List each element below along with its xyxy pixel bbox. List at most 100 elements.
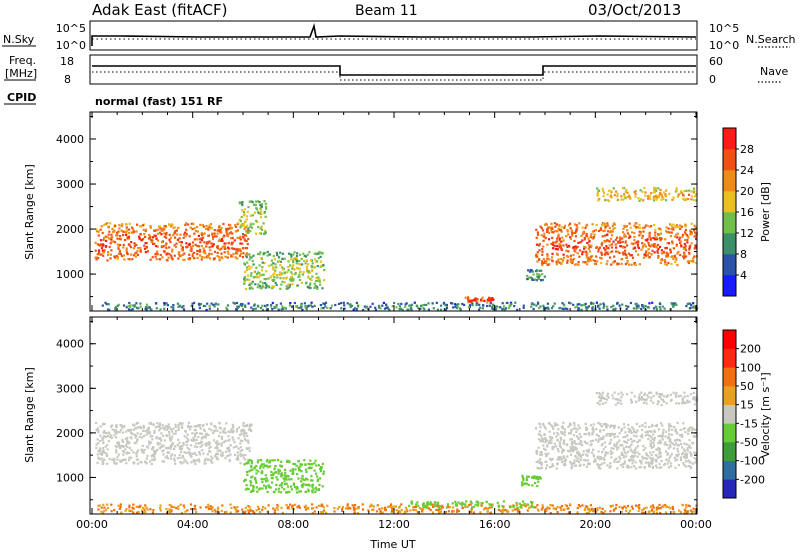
heatmap-cell — [144, 235, 147, 239]
heatmap-cell — [682, 422, 685, 425]
heatmap-cell — [135, 230, 138, 233]
heatmap-cell — [541, 229, 545, 232]
heatmap-cell — [611, 432, 614, 435]
heatmap-cell — [224, 431, 227, 434]
heatmap-cell — [114, 431, 117, 434]
heatmap-cell — [295, 259, 298, 262]
heatmap-cell — [132, 503, 135, 506]
heatmap-cell — [352, 308, 355, 311]
heatmap-cell — [171, 453, 174, 456]
heatmap-cell — [272, 472, 275, 475]
heatmap-cell — [613, 260, 616, 263]
heatmap-cell — [115, 451, 118, 454]
heatmap-cell — [592, 235, 596, 239]
heatmap-cell — [163, 307, 166, 310]
heatmap-cell — [283, 480, 286, 483]
colorbar-segment — [723, 404, 736, 424]
heatmap-cell — [658, 395, 662, 398]
y-tick-label: 2000 — [56, 427, 84, 440]
heatmap-cell — [189, 428, 192, 431]
heatmap-cell — [241, 201, 244, 204]
heatmap-cell — [668, 438, 671, 441]
heatmap-cell — [155, 245, 158, 248]
heatmap-cell — [152, 242, 155, 245]
heatmap-cell — [459, 502, 462, 505]
heatmap-cell — [571, 445, 574, 448]
heatmap-cell — [274, 263, 277, 266]
heatmap-cell — [255, 200, 258, 203]
heatmap-cell — [560, 508, 563, 511]
heatmap-cell — [549, 457, 552, 460]
heatmap-cell — [296, 284, 299, 287]
heatmap-cell — [98, 457, 101, 460]
heatmap-cell — [539, 458, 542, 461]
heatmap-cell — [609, 251, 612, 254]
heatmap-cell — [216, 458, 219, 461]
heatmap-cell — [653, 243, 656, 246]
heatmap-cell — [160, 439, 163, 442]
heatmap-cell — [246, 210, 249, 213]
heatmap-cell — [202, 247, 205, 250]
heatmap-cell — [609, 425, 612, 429]
heatmap-cell — [225, 306, 228, 309]
heatmap-cell — [642, 256, 645, 259]
heatmap-cell — [589, 234, 593, 237]
heatmap-cell — [290, 258, 293, 261]
heatmap-cell — [192, 222, 195, 225]
heatmap-cell — [107, 303, 110, 306]
heatmap-cell — [644, 194, 647, 197]
heatmap-cell — [540, 269, 543, 272]
heatmap-cell — [585, 433, 588, 436]
heatmap-cell — [404, 510, 407, 513]
heatmap-cell — [148, 443, 151, 446]
heatmap-cell — [200, 245, 203, 248]
heatmap-cell — [133, 305, 136, 308]
heatmap-cell — [160, 233, 163, 236]
heatmap-cell — [573, 421, 576, 425]
heatmap-cell — [586, 257, 589, 260]
heatmap-cell — [547, 441, 550, 444]
heatmap-cell — [464, 296, 467, 299]
heatmap-cell — [184, 429, 187, 433]
heatmap-cell — [104, 235, 107, 238]
heatmap-cell — [191, 244, 194, 247]
heatmap-cell — [187, 426, 190, 429]
heatmap-cell — [644, 305, 647, 308]
heatmap-cell — [214, 510, 217, 513]
heatmap-cell — [211, 506, 214, 509]
heatmap-cell — [633, 395, 636, 398]
heatmap-cell — [146, 306, 150, 310]
heatmap-cell — [589, 504, 593, 507]
heatmap-cell — [657, 187, 660, 190]
heatmap-cell — [130, 509, 133, 512]
heatmap-cell — [123, 238, 127, 242]
heatmap-cell — [648, 425, 651, 429]
heatmap-cell — [527, 475, 530, 478]
heatmap-cell — [646, 238, 649, 241]
heatmap-cell — [208, 427, 211, 430]
heatmap-cell — [254, 283, 257, 286]
heatmap-cell — [622, 231, 625, 234]
heatmap-cell — [306, 268, 309, 271]
heatmap-cell — [199, 250, 202, 253]
heatmap-cell — [623, 426, 626, 429]
heatmap-cell — [238, 237, 241, 240]
heatmap-cell — [248, 200, 251, 203]
heatmap-cell — [165, 302, 168, 305]
heatmap-cell — [96, 253, 99, 256]
heatmap-cell — [260, 210, 263, 213]
colorbar-tick-label: 4 — [740, 269, 747, 282]
heatmap-cell — [245, 254, 248, 257]
heatmap-cell — [573, 247, 576, 250]
heatmap-cell — [638, 234, 641, 237]
heatmap-cell — [615, 246, 618, 249]
heatmap-cell — [310, 466, 313, 469]
heatmap-cell — [250, 424, 253, 427]
heatmap-cell — [600, 253, 604, 256]
heatmap-cell — [658, 233, 661, 236]
heatmap-cell — [265, 205, 268, 208]
heatmap-cell — [263, 464, 266, 467]
heatmap-cell — [658, 448, 661, 451]
heatmap-cell — [252, 203, 256, 206]
heatmap-cell — [614, 403, 617, 406]
